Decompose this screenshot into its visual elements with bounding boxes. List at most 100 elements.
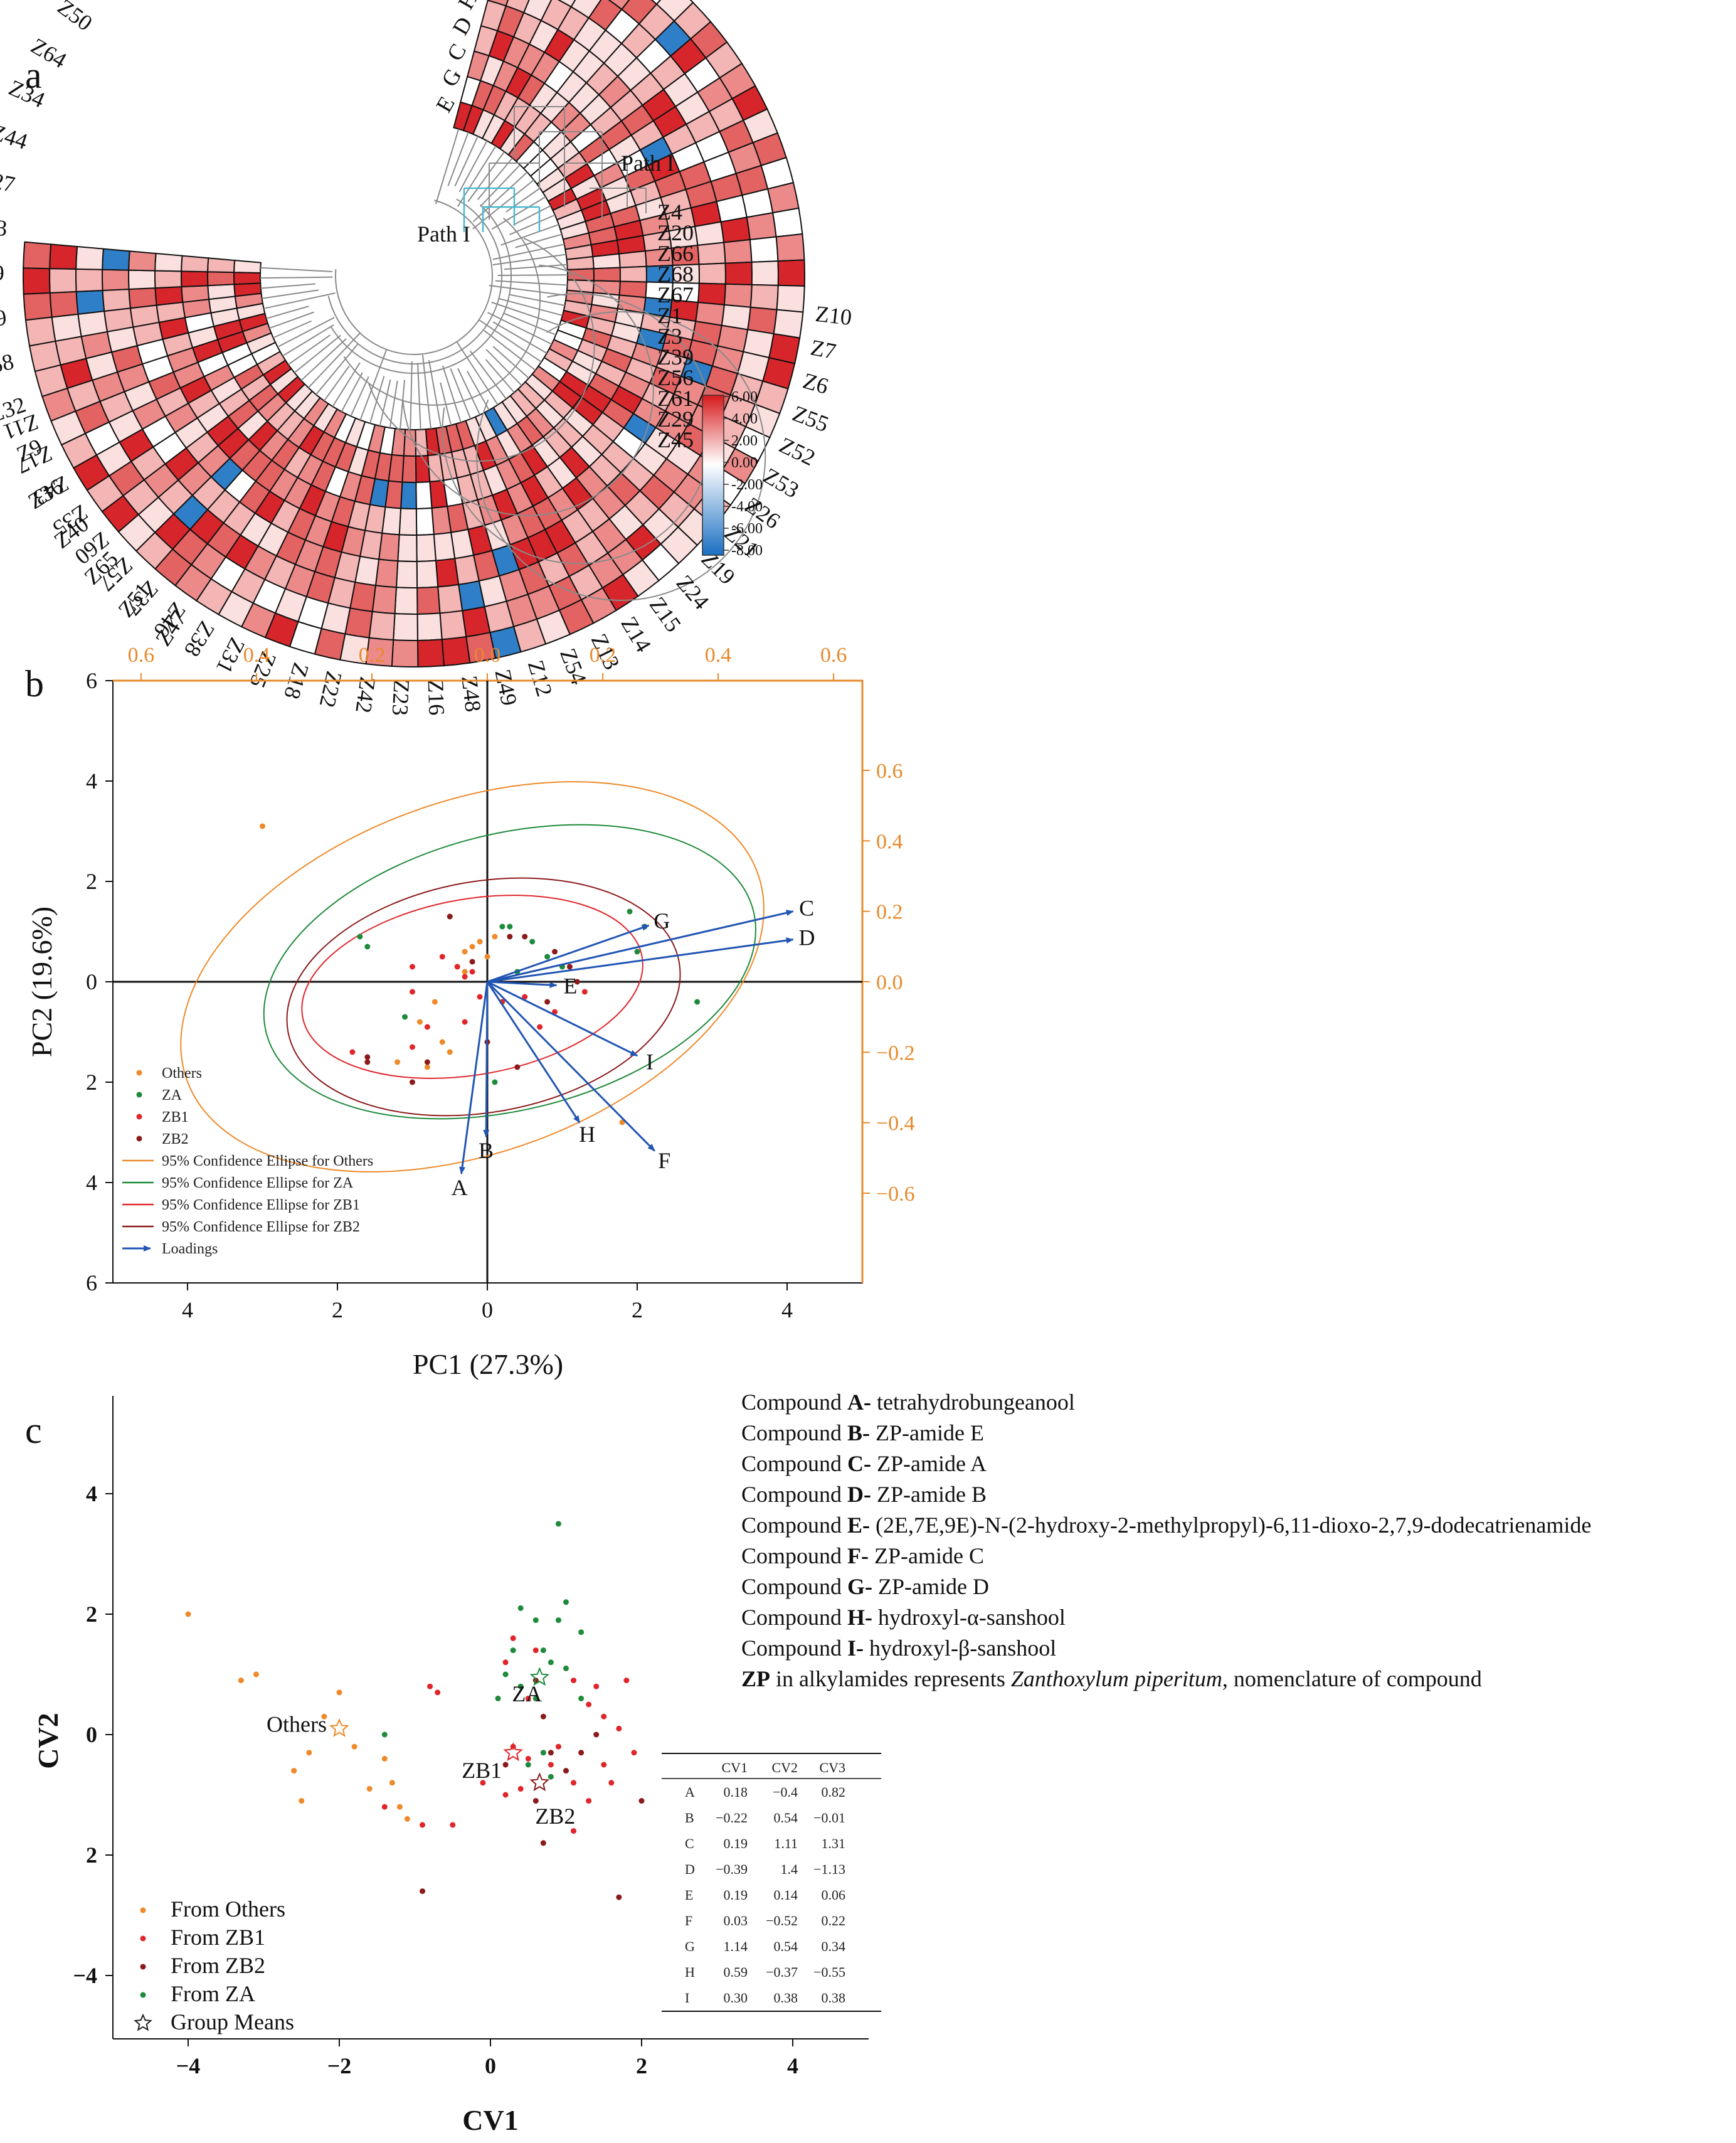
table-cell: 1.4	[781, 1861, 798, 1877]
data-point	[581, 989, 588, 995]
data-point	[439, 954, 445, 960]
y-tick-label: 2	[86, 1070, 97, 1095]
data-point	[502, 1792, 509, 1798]
dendrogram-branch	[456, 341, 499, 405]
top-tick-label: 0.4	[243, 644, 270, 667]
compound-letter: G-	[847, 1574, 872, 1599]
heatmap-cell	[776, 284, 805, 313]
dendrogram-branch	[509, 294, 565, 306]
data-point	[552, 949, 558, 955]
legend-label: ZB1	[162, 1109, 189, 1125]
legend-label: Others	[162, 1065, 202, 1082]
sample-label: Z59	[0, 260, 4, 286]
data-point	[469, 959, 475, 965]
heatmap-cell	[49, 243, 78, 270]
data-point	[555, 1521, 561, 1527]
data-point	[420, 1888, 426, 1895]
dendrogram-branch	[469, 350, 507, 400]
data-point	[435, 1689, 441, 1696]
x-tick-label: −2	[327, 2053, 352, 2078]
data-point	[532, 1647, 539, 1654]
loading-label: A	[452, 1175, 468, 1200]
data-point	[601, 1762, 607, 1768]
sample-label: Z1	[657, 303, 682, 328]
table-cell: 0.38	[822, 1990, 846, 2006]
sample-label: Z20	[657, 220, 694, 245]
confidence-ellipse	[263, 824, 756, 1120]
heatmap-cell	[749, 284, 779, 311]
dendrogram-branch	[485, 349, 522, 386]
heatmap-row-label: D	[447, 13, 477, 40]
heatmap-cell	[371, 585, 398, 615]
group-mean-label: ZB2	[535, 1804, 575, 1829]
compound-entry: Compound H- hydroxyl-α-sanshool	[741, 1605, 1066, 1630]
sample-label: Z49	[490, 667, 522, 708]
table-cell: 1.14	[724, 1938, 748, 1954]
sample-label: Z22	[315, 669, 347, 710]
heatmap-cell	[697, 242, 726, 265]
data-point	[586, 1798, 592, 1804]
data-point	[507, 933, 513, 940]
dendrogram-branch	[477, 157, 513, 200]
heatmap-cell	[49, 268, 77, 294]
compound-letter: H-	[847, 1605, 872, 1630]
data-point	[477, 994, 483, 1000]
cv-axes: −4 −2 0 2 4 −4 2 0 2 4	[73, 1396, 869, 2078]
heatmap-cell	[49, 290, 79, 318]
data-point	[578, 1750, 585, 1756]
dendrogram-branch	[400, 380, 406, 430]
data-point	[431, 999, 438, 1005]
data-point	[525, 1695, 531, 1701]
dendrogram-branch	[417, 363, 421, 430]
dendrogram-branch	[491, 196, 546, 230]
data-point	[349, 1049, 356, 1055]
cv-coefficient-table: CV1 CV2 CV3 A 0.18 −0.4 0.82 B −0.22 0.54 −0.01 C 0.…	[662, 1753, 881, 2012]
data-point	[416, 1019, 423, 1025]
data-point	[578, 1629, 585, 1635]
sample-label: Z58	[0, 349, 16, 381]
dendrogram-branch	[260, 276, 333, 279]
data-point	[402, 1014, 408, 1020]
data-point	[517, 1605, 524, 1611]
data-point	[571, 1678, 577, 1684]
dendrogram-branch	[307, 332, 361, 388]
dendrogram-branch	[505, 188, 541, 213]
heatmap-cell	[24, 316, 56, 347]
heatmap-cell	[724, 261, 753, 285]
heatmap-cell	[102, 288, 132, 312]
compound-prefix: Compound	[741, 1482, 847, 1507]
sample-label: Z50	[53, 0, 97, 36]
loading-label: H	[579, 1122, 595, 1147]
group-means: Others ZA ZB1 ZB2	[267, 1667, 575, 1829]
sample-label: Z24	[672, 570, 714, 614]
loading-arrow	[487, 937, 794, 983]
data-point	[410, 1044, 415, 1050]
heatmap-cell	[697, 282, 726, 306]
dendrogram-branch	[266, 306, 309, 319]
data-point	[321, 1713, 327, 1720]
legend-marker	[136, 1092, 142, 1098]
table-cell: 0.38	[774, 1990, 798, 2006]
heatmap-cell	[415, 428, 429, 457]
data-point	[525, 1755, 531, 1762]
pc2-axis-label: PC2 (19.6%)	[26, 907, 58, 1057]
data-point	[381, 1804, 388, 1810]
legend-label: 95% Confidence Ellipse for ZB1	[162, 1197, 360, 1213]
dendrogram-branch	[495, 280, 568, 286]
data-point	[566, 964, 573, 970]
heatmap-cell	[522, 0, 553, 22]
table-cell: I	[685, 1990, 689, 2006]
heatmap-cell	[437, 583, 463, 614]
table-cell: −0.22	[716, 1810, 748, 1826]
heatmap-cell	[746, 211, 777, 241]
data-point	[447, 1049, 453, 1055]
sample-label: Z29	[657, 407, 694, 432]
data-point	[525, 1762, 531, 1768]
compound-entry: Compound D- ZP-amide B	[741, 1482, 987, 1507]
table-cell: 0.18	[724, 1784, 748, 1800]
data-point	[555, 1617, 561, 1624]
heatmap-cell	[233, 272, 262, 285]
sample-label: Z52	[775, 432, 819, 471]
dendrogram-arc	[343, 217, 541, 406]
dendrogram-arc	[442, 293, 713, 565]
